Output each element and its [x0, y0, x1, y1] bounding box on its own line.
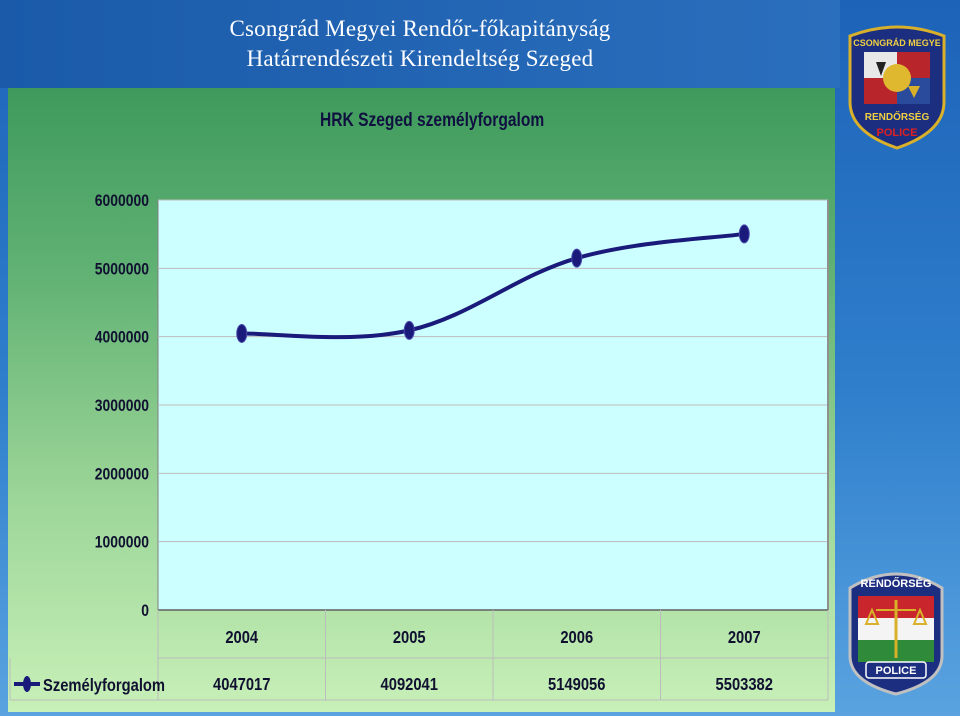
series-path	[241, 231, 745, 340]
data-value-label: 5149056	[548, 675, 605, 695]
badge-bottom-police-text: POLICE	[876, 665, 917, 677]
y-tick-label: 1000000	[95, 533, 149, 552]
badge-top-middle-text: RENDŐRSÉG	[865, 110, 930, 123]
data-point-marker	[403, 320, 415, 340]
data-value-label: 4047017	[213, 675, 270, 695]
police-badge-bottom-icon: RENDŐRSÉG POLICE	[848, 572, 944, 696]
x-category-label: 2005	[393, 628, 426, 648]
badge-bottom-upper-text: RENDŐRSÉG	[861, 577, 932, 590]
x-category-label: 2004	[225, 628, 259, 648]
badge-top-upper-text: CSONGRÁD MEGYE	[853, 38, 941, 48]
data-point-marker	[738, 224, 750, 244]
x-category-label: 2006	[560, 628, 593, 648]
data-value-label: 4092041	[381, 675, 438, 695]
x-category-label: 2007	[728, 628, 761, 648]
gridlines	[158, 199, 829, 611]
header-title-line2: Határrendészeti Kirendeltség Szeged	[246, 46, 594, 71]
police-badge-top-icon: CSONGRÁD MEGYE RENDŐRSÉG POLICE	[848, 25, 946, 150]
y-tick-label: 6000000	[95, 192, 149, 211]
legend-marker-swatch	[23, 676, 31, 692]
series-line	[236, 224, 750, 343]
data-table: 2004 4047017 2005 4092041 2006 5149056 2007 550…	[9, 610, 829, 701]
y-tick-label: 2000000	[95, 465, 149, 484]
badge-top-police-text: POLICE	[877, 127, 918, 139]
data-point-marker	[236, 323, 248, 343]
y-tick-label: 4000000	[95, 328, 149, 347]
data-value-label: 5503382	[716, 675, 773, 695]
header-title-line1: Csongrád Megyei Rendőr-főkapitányság	[229, 16, 611, 41]
y-axis-ticks: 0 1000000 2000000 3000000 4000000 5000000 6000…	[95, 192, 149, 621]
header-banner: Csongrád Megyei Rendőr-főkapitányság Hat…	[0, 0, 840, 88]
legend-series-label: Személyforgalom	[43, 676, 165, 696]
y-tick-label: 3000000	[95, 397, 149, 416]
y-tick-label: 5000000	[95, 260, 149, 279]
legend: Személyforgalom	[14, 676, 165, 696]
y-tick-label: 0	[141, 602, 149, 621]
data-point-marker	[571, 248, 583, 268]
